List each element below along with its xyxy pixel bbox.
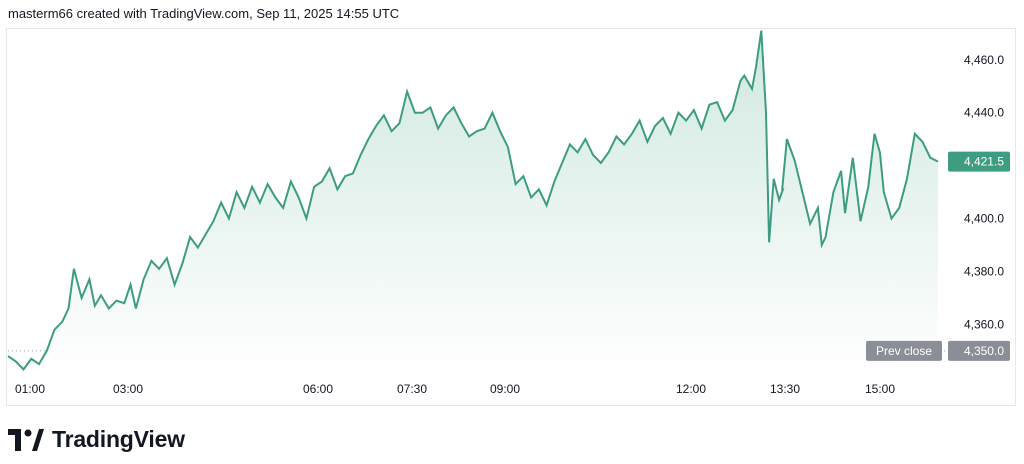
prev-close-label: Prev close 4,350.0 [866,340,1010,361]
tradingview-logo-icon [8,428,44,451]
x-tick-label: 01:00 [15,382,45,396]
brand: TradingView [8,426,185,453]
price-chart[interactable]: 4,460.04,440.04,420.04,400.04,380.04,360… [0,0,1024,410]
price-line [7,30,939,371]
prev-close-text: Prev close [876,344,932,358]
y-tick-label: 4,400.0 [964,212,1004,226]
last-price-label: 4,421.5 [948,151,1010,172]
y-tick-label: 4,380.0 [964,264,1004,278]
chart-frame [6,28,1016,406]
price-area [8,30,938,372]
prev-close-badge [866,340,942,361]
x-tick-label: 12:00 [676,382,706,396]
prev-close-value-badge [948,340,1010,361]
y-tick-label: 4,440.0 [964,106,1004,120]
x-tick-label: 09:00 [490,382,520,396]
x-tick-label: 03:00 [113,382,143,396]
last-price-text: 4,421.5 [964,155,1004,169]
last-price-badge [948,151,1010,172]
x-tick-label: 06:00 [303,382,333,396]
x-tick-label: 15:00 [865,382,895,396]
x-tick-label: 13:30 [770,382,800,396]
prev-close-value: 4,350.0 [964,344,1004,358]
x-axis: 01:00 03:00 06:00 07:30 09:00 12:00 13:30 15:00 [15,382,895,396]
y-tick-label: 4,360.0 [964,317,1004,331]
y-axis: 4,460.04,440.04,420.04,400.04,380.04,360… [964,53,1004,332]
chart-header: masterm66 created with TradingView.com, … [8,6,400,21]
y-tick-label: 4,460.0 [964,53,1004,67]
brand-name: TradingView [52,426,185,452]
x-tick-label: 07:30 [397,382,427,396]
